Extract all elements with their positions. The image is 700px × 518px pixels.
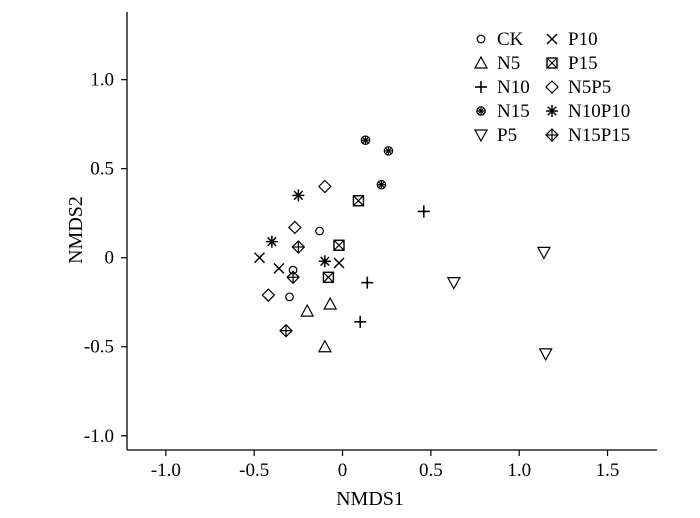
point-n10p10	[265, 235, 278, 248]
legend-marker-n5p5	[545, 80, 559, 94]
legend-marker-ck	[476, 34, 486, 44]
point-n5	[323, 296, 338, 310]
legend-label-n15: N15	[497, 101, 530, 122]
x-tick-label: 1.5	[596, 460, 620, 481]
point-ck	[315, 226, 324, 236]
point-p15	[333, 239, 345, 251]
point-n15	[383, 146, 394, 156]
legend-label-p10: P10	[568, 29, 598, 50]
legend-marker-n15p15	[545, 128, 559, 142]
legend-label-ck: CK	[497, 29, 524, 50]
legend-marker-n15	[476, 106, 486, 116]
point-n5p5	[287, 220, 302, 235]
point-n15	[376, 179, 387, 190]
point-p10	[273, 262, 285, 274]
point-n5	[300, 303, 315, 317]
point-n10	[354, 315, 367, 328]
x-tick-label: 0	[338, 460, 348, 481]
point-ck	[285, 292, 294, 302]
point-n10p10	[318, 255, 331, 268]
y-tick-label: -1.0	[84, 426, 114, 447]
point-n10	[361, 276, 374, 289]
legend-label-n10p10: N10P10	[568, 101, 630, 122]
x-tick-label: -0.5	[239, 460, 269, 481]
legend-label-n5p5: N5P5	[568, 77, 611, 98]
legend-marker-n10	[475, 81, 487, 93]
legend-marker-p10	[546, 33, 558, 45]
point-p10	[333, 257, 345, 269]
x-tick-label: 0.5	[419, 460, 443, 481]
point-n15p15	[279, 323, 293, 338]
point-n5p5	[318, 179, 332, 194]
legend-label-p15: P15	[568, 53, 598, 74]
point-n15	[360, 135, 371, 145]
data-points	[254, 135, 553, 362]
point-n10p10	[292, 189, 305, 202]
axes: -1.0 -0.5 0 0.5 1.0 1.5 -1.0 -0.5 0 0.5 1.0	[84, 12, 657, 481]
point-n5p5	[261, 288, 276, 302]
point-p5	[446, 277, 461, 290]
x-tick-label: -1.0	[151, 460, 181, 481]
point-p10	[254, 252, 265, 264]
point-n15p15	[291, 240, 306, 254]
legend-label-p5: P5	[497, 125, 517, 146]
legend-label-n15p15: N15P15	[568, 125, 630, 146]
legend-marker-p15	[546, 57, 558, 69]
x-tick-label: 1.0	[507, 460, 531, 481]
legend: CK N5 N10 N15 P5 P10 P15 N5P5 N10P10 N15P15	[473, 29, 630, 146]
legend-label-n5: N5	[497, 53, 520, 74]
point-p15	[322, 271, 335, 283]
legend-marker-n5	[473, 55, 489, 69]
point-n10	[417, 205, 430, 218]
point-p5	[536, 246, 551, 260]
y-tick-label: -0.5	[84, 337, 114, 358]
legend-marker-n10p10	[546, 105, 558, 117]
legend-label-n10: N10	[497, 77, 530, 98]
point-p5	[538, 348, 553, 362]
y-tick-label: 1.0	[90, 70, 114, 91]
y-tick-label: 0.5	[90, 159, 114, 180]
point-n5	[317, 339, 332, 353]
point-p15	[352, 195, 365, 207]
y-tick-label: 0	[105, 248, 115, 269]
point-n15p15	[286, 270, 300, 285]
x-axis-label: NMDS1	[336, 488, 404, 510]
y-axis-label: NMDS2	[65, 196, 87, 264]
legend-marker-p5	[473, 129, 489, 143]
